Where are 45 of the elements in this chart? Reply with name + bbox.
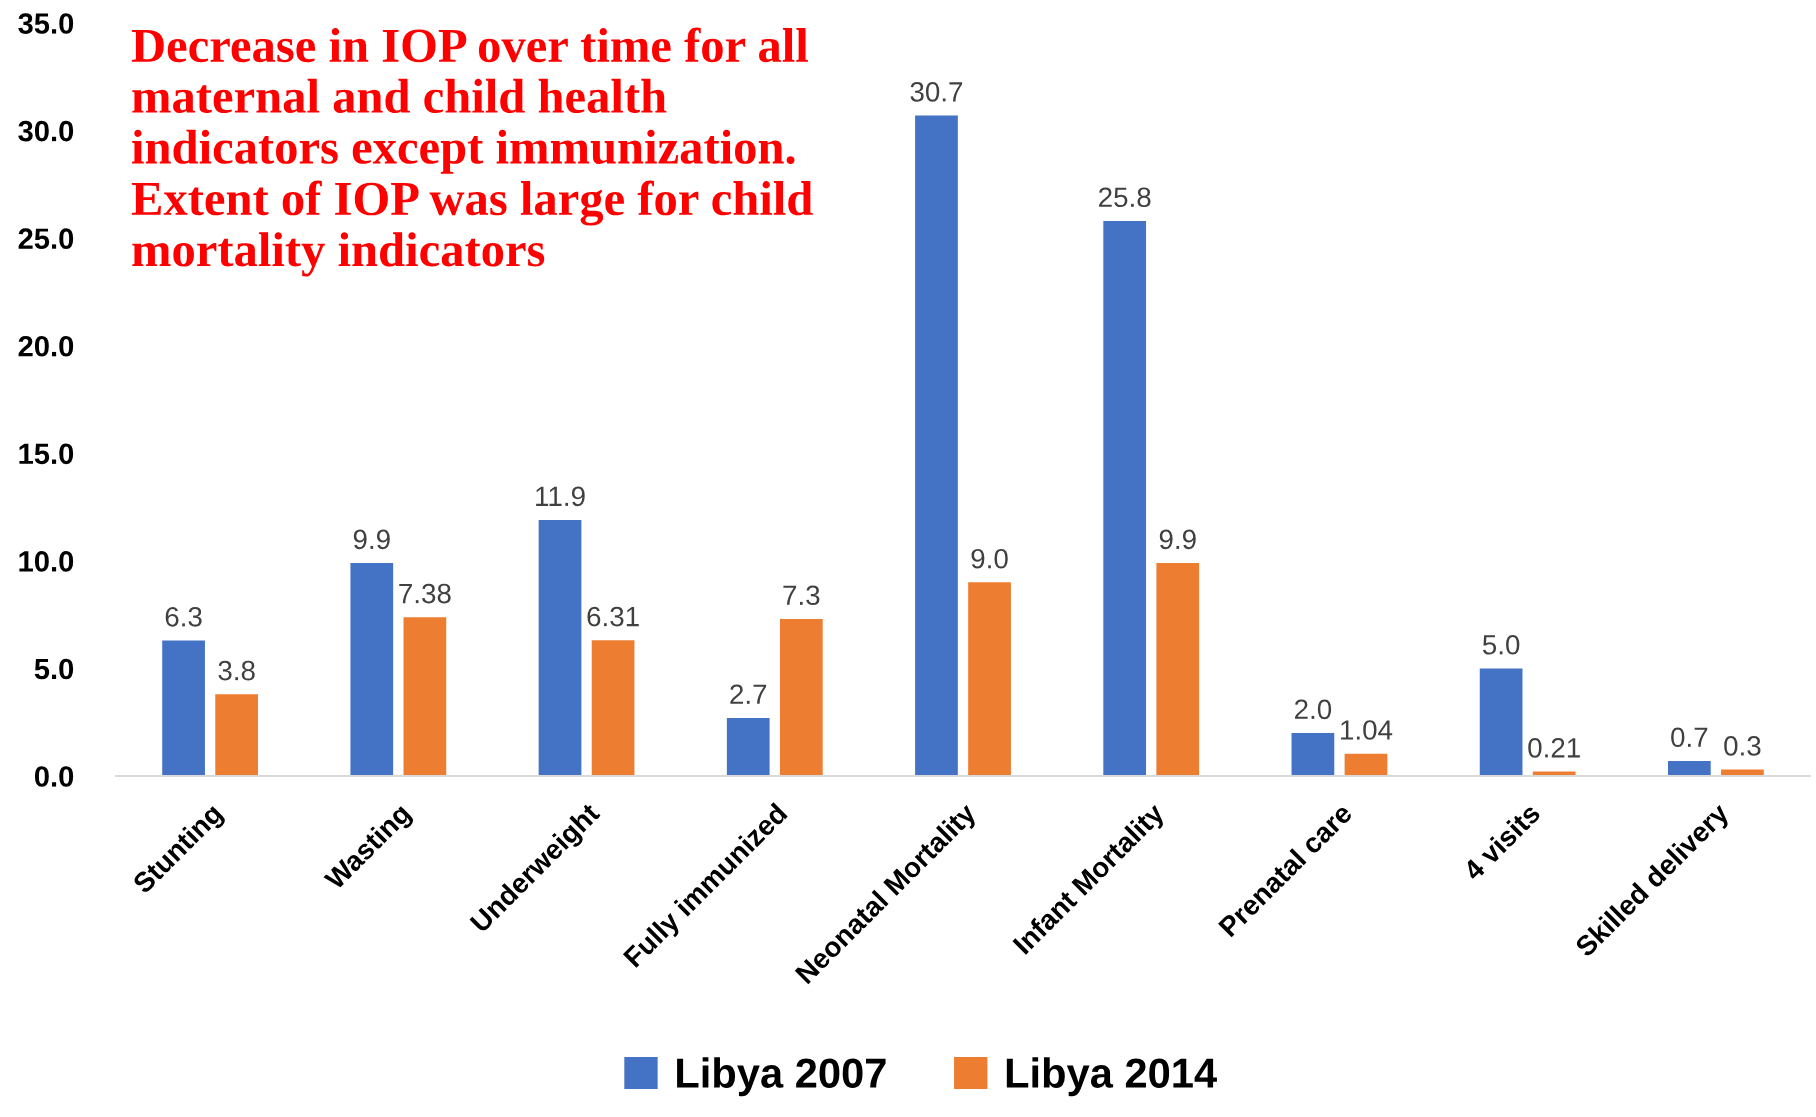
y-tick-label: 15.0 xyxy=(19,443,74,465)
y-tick-label: 30.0 xyxy=(18,120,74,142)
bar xyxy=(1291,732,1335,776)
bar xyxy=(1103,220,1147,776)
data-label: 3.8 xyxy=(218,660,255,681)
y-tick-label: 25.0 xyxy=(18,228,74,249)
data-label: 2.7 xyxy=(730,684,767,704)
y-tick-label: 20.0 xyxy=(18,335,74,357)
y-tick-label: 35.0 xyxy=(18,13,74,34)
data-label: 9.9 xyxy=(1159,529,1196,550)
data-label: 5.0 xyxy=(1482,634,1520,655)
data-label: 7.3 xyxy=(783,585,820,606)
bar xyxy=(1479,668,1523,776)
data-label: 30.7 xyxy=(910,82,963,102)
bar xyxy=(1344,753,1388,776)
legend-label: Libya 2014 xyxy=(1006,1057,1217,1097)
data-label: 0.21 xyxy=(1528,737,1580,758)
bar xyxy=(915,115,958,776)
data-label: 6.3 xyxy=(165,606,202,627)
legend-label: Libya 2007 xyxy=(677,1057,886,1097)
data-label: 6.31 xyxy=(587,606,639,627)
bar xyxy=(215,694,259,776)
data-label: 25.8 xyxy=(1099,187,1151,208)
data-label: 11.9 xyxy=(536,486,585,507)
bar xyxy=(538,519,582,776)
annotation: Decrease in IOP over time for all maternal and child health indicators except immunization. Extent of IOP was large for child mortality indicators xyxy=(131,27,813,277)
bar xyxy=(591,640,635,776)
bar xyxy=(1156,563,1200,776)
data-label: 0.3 xyxy=(1724,736,1761,756)
data-label: 2.0 xyxy=(1295,699,1332,720)
bar xyxy=(403,617,447,776)
data-label: 9.0 xyxy=(971,548,1008,569)
bar xyxy=(1667,760,1711,776)
y-tick-label: 10.0 xyxy=(19,551,74,572)
data-label: 7.38 xyxy=(399,583,451,604)
y-tick-label: 0.0 xyxy=(34,766,74,787)
data-label: 9.9 xyxy=(353,529,390,550)
bar xyxy=(350,563,394,776)
data-label: 0.7 xyxy=(1671,727,1708,748)
data-label: 1.04 xyxy=(1341,720,1393,740)
bar xyxy=(779,618,823,776)
y-tick-label: 5.0 xyxy=(34,658,74,680)
bar xyxy=(968,582,1011,776)
bar xyxy=(726,717,770,776)
bar xyxy=(162,640,205,776)
